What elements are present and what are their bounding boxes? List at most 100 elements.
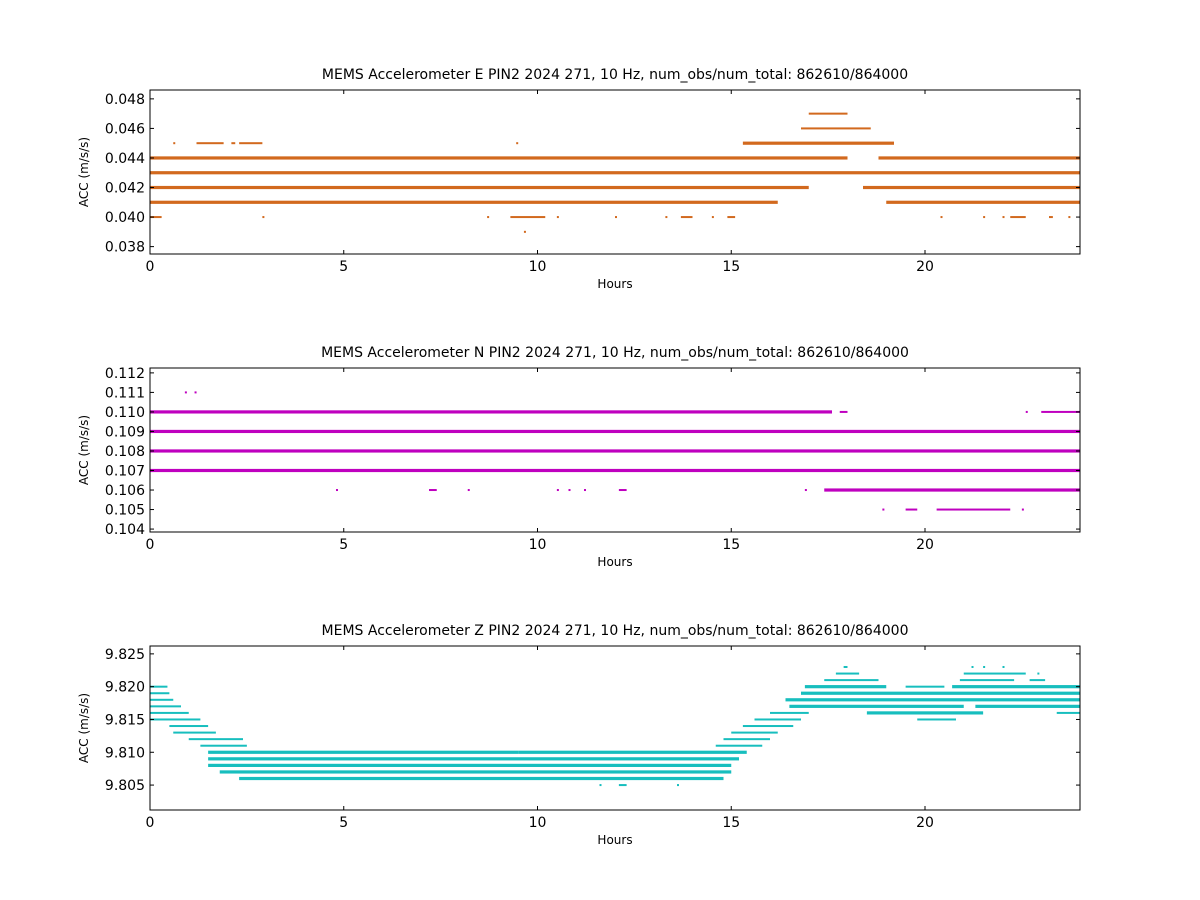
- data-band-3-5-2: [917, 718, 956, 721]
- data-band-1-4-0: [173, 142, 176, 145]
- y-axis-label: ACC (m/s/s): [77, 137, 91, 207]
- data-band-3-9-0: [200, 744, 247, 747]
- x-tick-label: 5: [339, 259, 348, 275]
- data-band-3-12-0: [208, 763, 732, 767]
- data-band-1-7-4: [556, 216, 559, 219]
- x-tick-label: 15: [722, 259, 740, 275]
- data-band-1-7-15: [1068, 216, 1071, 219]
- data-band-3-6-0: [169, 725, 209, 728]
- data-band-3-18-3: [1002, 665, 1005, 668]
- y-tick-label: 0.104: [105, 522, 145, 538]
- data-band-1-7-2: [487, 216, 490, 219]
- data-band-3-3-2: [975, 704, 1080, 708]
- y-tick-label: 9.810: [105, 745, 145, 761]
- data-band-1-7-12: [1002, 216, 1005, 219]
- y-axis-label: ACC (m/s/s): [77, 693, 91, 763]
- data-band-3-4-2: [866, 711, 984, 715]
- y-tick-label: 0.040: [105, 210, 145, 226]
- y-tick-label: 9.820: [105, 680, 145, 696]
- data-band-3-4-3: [1056, 711, 1080, 714]
- plot-frame: [149, 89, 1081, 255]
- data-band-1-7-10: [940, 216, 943, 219]
- x-tick-label: 20: [916, 815, 934, 831]
- data-band-1-4-2: [231, 142, 236, 145]
- data-band-1-4-1: [196, 142, 224, 145]
- data-band-3-4-1: [770, 711, 809, 714]
- x-tick-label: 0: [146, 815, 155, 831]
- data-band-3-1-0: [150, 692, 170, 695]
- data-band-3-5-0: [150, 718, 201, 721]
- data-band-3-18-2: [983, 665, 986, 668]
- plot-frame: [149, 645, 1081, 811]
- y-tick-label: 0.111: [105, 385, 145, 401]
- chart-panel-1: 0 5 10 15 20 0.038 0.040 0.042 0.044 0.046 0.048 ME…: [77, 67, 1081, 291]
- data-band-2-6-0: [184, 391, 187, 394]
- data-band-3-8-1: [723, 738, 770, 741]
- data-band-3-8-0: [188, 738, 243, 741]
- data-band-2-1-0: [150, 429, 1080, 434]
- data-band-3-0-2: [905, 685, 945, 688]
- y-tick-label: 0.108: [105, 444, 145, 460]
- data-band-1-0-0: [150, 156, 848, 160]
- data-band-1-3-0: [150, 200, 778, 204]
- x-axis-label: Hours: [597, 555, 632, 569]
- data-band-2-5-1: [905, 508, 918, 511]
- data-band-1-7-9: [727, 216, 736, 219]
- y-tick-label: 0.110: [105, 405, 145, 421]
- data-band-3-18-0: [843, 665, 848, 668]
- y-tick-label: 9.815: [105, 712, 145, 728]
- y-tick-label: 0.107: [105, 464, 145, 480]
- y-tick-label: 0.046: [105, 121, 145, 137]
- x-axis-label: Hours: [597, 833, 632, 847]
- data-band-3-15-1: [618, 784, 627, 787]
- data-band-2-6-1: [194, 391, 197, 394]
- data-band-1-7-14: [1049, 216, 1053, 219]
- data-band-3-6-1: [742, 725, 794, 728]
- data-band-2-4-5: [584, 489, 586, 492]
- data-band-2-5-3: [1021, 508, 1024, 511]
- data-band-2-4-8: [824, 488, 1080, 492]
- x-tick-label: 20: [916, 537, 934, 553]
- x-axis-label: Hours: [597, 277, 632, 291]
- x-tick-label: 5: [339, 815, 348, 831]
- data-band-1-8-0: [523, 230, 526, 233]
- data-band-1-2-0: [150, 185, 809, 190]
- data-band-3-0-1: [804, 685, 887, 689]
- x-tick-label: 10: [529, 537, 547, 553]
- data-band-1-7-5: [615, 216, 617, 219]
- data-band-3-17-0: [835, 672, 860, 675]
- y-tick-label: 0.042: [105, 181, 145, 197]
- y-tick-label: 0.048: [105, 92, 145, 108]
- x-tick-label: 0: [146, 259, 155, 275]
- data-band-3-17-2: [1037, 672, 1040, 675]
- data-band-2-3-0: [150, 468, 1080, 473]
- data-band-2-2-0: [150, 449, 1080, 453]
- data-band-1-1-0: [150, 171, 1080, 175]
- x-tick-label: 0: [146, 537, 155, 553]
- data-band-3-13-0: [219, 770, 732, 774]
- data-band-3-0-0: [150, 685, 168, 688]
- y-tick-label: 0.105: [105, 503, 145, 519]
- data-band-3-2-1: [785, 698, 1080, 702]
- data-band-2-0-0: [150, 410, 832, 414]
- data-band-3-9-1: [715, 744, 763, 747]
- data-band-3-15-0: [599, 784, 602, 787]
- plot-frame: [149, 367, 1081, 533]
- data-band-3-16-0: [824, 679, 879, 682]
- data-band-1-4-5: [742, 141, 894, 145]
- data-band-2-5-2: [936, 508, 1011, 511]
- data-band-1-7-0: [150, 216, 162, 219]
- x-tick-label: 15: [722, 815, 740, 831]
- data-band-1-7-13: [1010, 216, 1026, 219]
- y-tick-label: 0.109: [105, 424, 145, 440]
- chart-title: MEMS Accelerometer E PIN2 2024 271, 10 H…: [322, 67, 908, 83]
- chart-title: MEMS Accelerometer N PIN2 2024 271, 10 H…: [321, 345, 909, 361]
- data-band-2-0-3: [1041, 410, 1080, 413]
- data-band-2-4-0: [336, 489, 338, 492]
- data-band-2-4-2: [467, 489, 470, 492]
- y-tick-label: 9.805: [105, 778, 145, 794]
- data-band-1-7-3: [510, 216, 546, 219]
- data-band-3-7-1: [731, 731, 778, 734]
- y-tick-label: 0.106: [105, 483, 145, 499]
